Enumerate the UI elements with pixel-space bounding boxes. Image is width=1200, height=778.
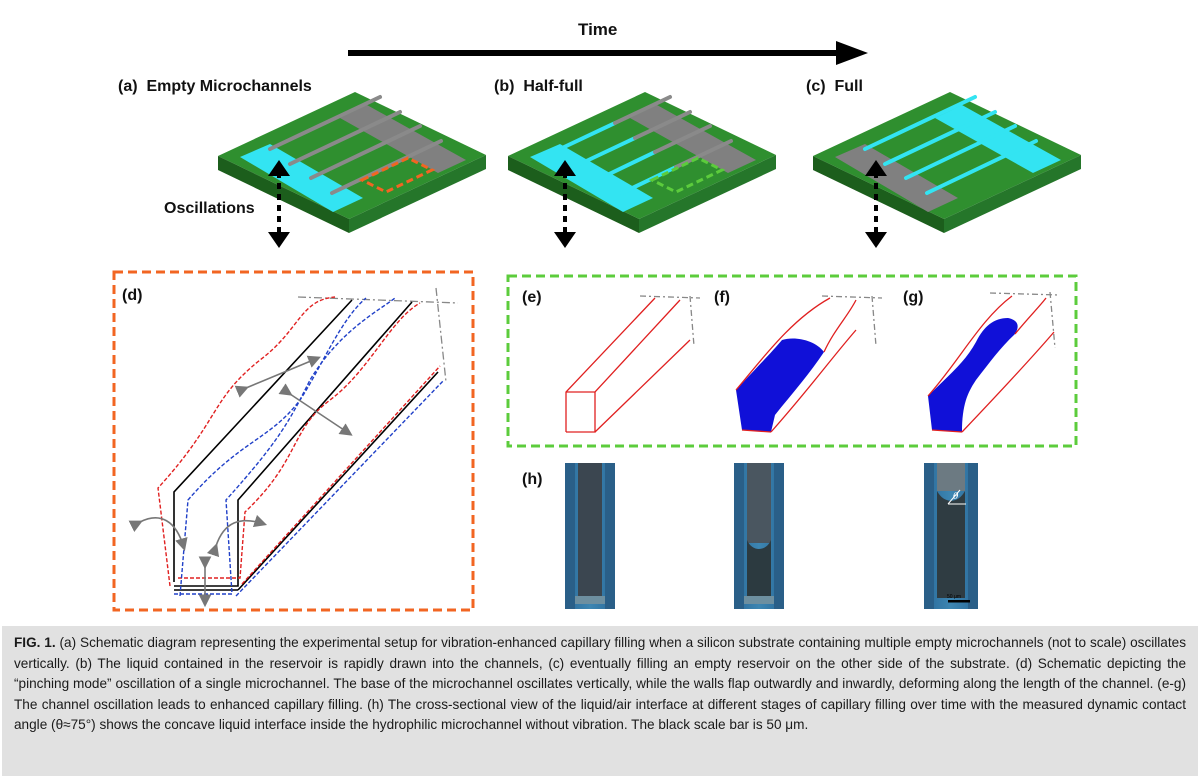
panel-b-label: (b) Half-full <box>494 78 583 95</box>
scale-bar <box>948 600 970 603</box>
highlight-box-orange <box>358 156 436 194</box>
panel-d-label: (d) <box>122 287 142 304</box>
channel-empty <box>565 295 701 433</box>
caption-text: (a) Schematic diagram representing the e… <box>14 635 1186 733</box>
scale-bar-label: 50 μm <box>947 594 961 600</box>
chip-full <box>813 92 1081 233</box>
chip-half-full <box>508 92 776 233</box>
figure-caption: FIG. 1. (a) Schematic diagram representi… <box>2 626 1198 776</box>
panel-g-label: (g) <box>903 289 923 306</box>
channel-filled <box>927 291 1061 433</box>
photo-stage-1 <box>565 463 615 609</box>
panel-e-label: (e) <box>522 289 542 306</box>
oscillation-arrow-c <box>865 160 887 248</box>
highlight-box-green <box>648 156 726 194</box>
oscillation-arrow-b <box>554 160 576 248</box>
panel-h-label: (h) <box>522 471 542 488</box>
panel-c-label: (c) Full <box>806 78 863 95</box>
time-label: Time <box>578 20 617 39</box>
oscillations-label: Oscillations <box>164 200 255 217</box>
oscillation-arrow-a <box>268 160 290 248</box>
panel-a-label: (a) Empty Microchannels <box>118 78 312 95</box>
panel-d-box <box>112 270 475 612</box>
figure-diagram: Time (a) Empty Microchannels (b) Half-fu… <box>112 20 1081 612</box>
channel-half-filled <box>735 295 883 433</box>
photo-stage-2 <box>734 463 784 609</box>
pinching-mode-diagram <box>128 287 459 608</box>
theta-label: θ <box>953 492 959 502</box>
time-arrow <box>348 41 868 65</box>
chip-empty <box>218 92 486 233</box>
outlet-reservoir <box>340 105 466 173</box>
photo-stage-3: θ 50 μm <box>924 463 978 609</box>
inlet-reservoir <box>240 144 363 212</box>
panel-efg-box <box>506 274 1078 448</box>
caption-prefix: FIG. 1. <box>14 635 56 650</box>
panel-f-label: (f) <box>714 289 730 306</box>
